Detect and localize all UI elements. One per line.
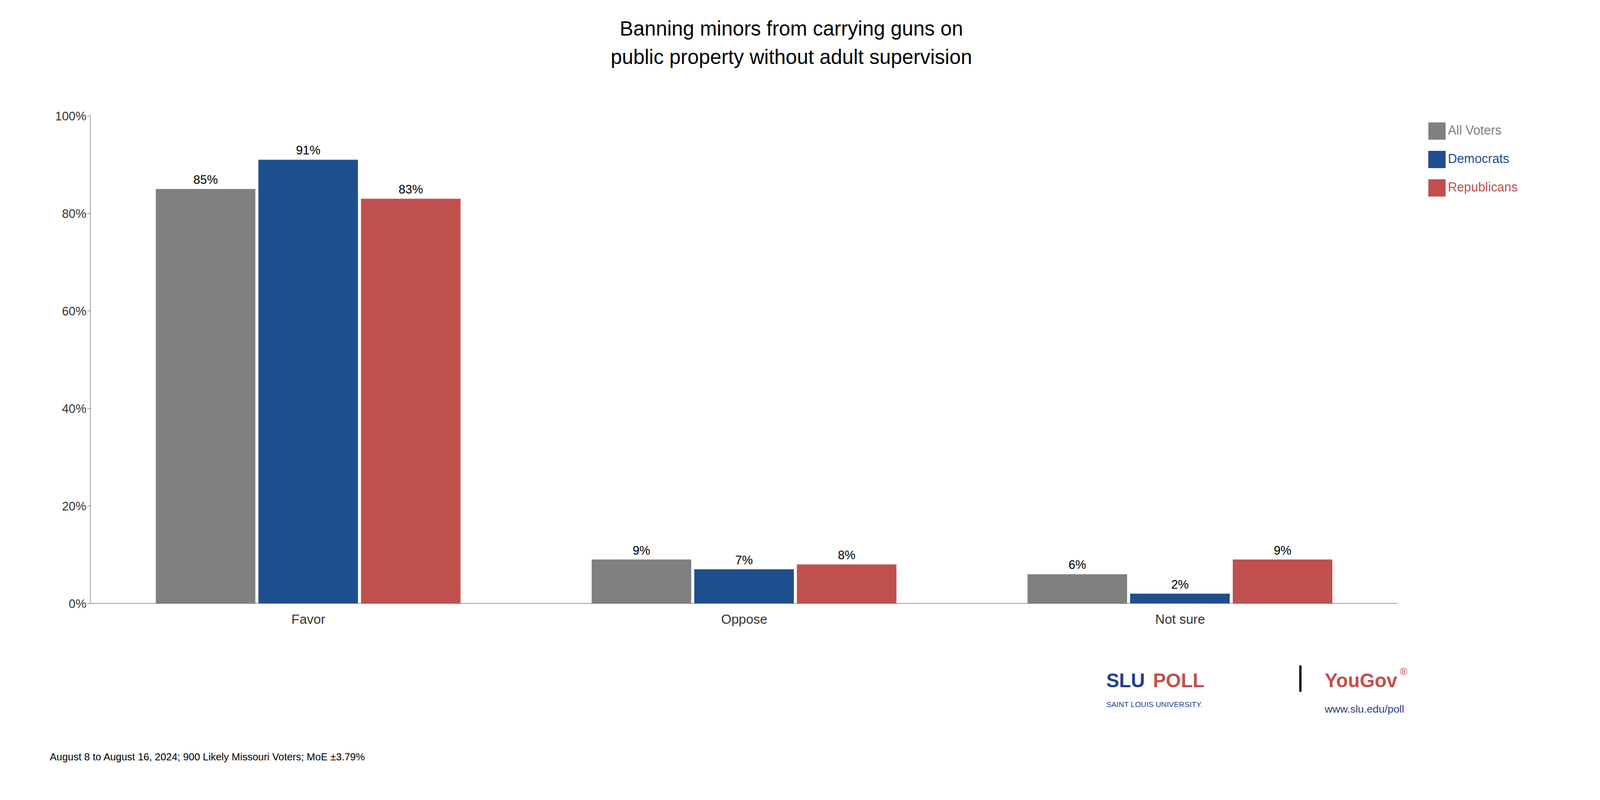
html-text:Banning minors from carrying g: Banning minors from carrying guns on — [619, 17, 963, 40]
svg-text:9%: 9% — [632, 543, 651, 558]
html-text:public property without adult: public property without adult supervisio… — [610, 45, 973, 69]
html-text:Democrats: Democrats — [1447, 151, 1510, 166]
svg-text:20%: 20% — [61, 499, 87, 514]
svg-text:100%: 100% — [55, 109, 87, 123]
html-text:YouGov®: YouGov® — [1324, 665, 1408, 692]
html-text:SAINT LOUIS UNIVERSITY.: SAINT LOUIS UNIVERSITY. — [1106, 699, 1203, 709]
html-text:Republicans: Republicans — [1447, 179, 1518, 195]
html-text:August 8 to August 16, 2024; 9: August 8 to August 16, 2024; 900 Likely … — [49, 751, 365, 763]
svg-text:80%: 80% — [61, 206, 87, 221]
html-text:www.slu.edu/poll: www.slu.edu/poll — [1324, 702, 1405, 715]
svg-text:Oppose: Oppose — [721, 611, 768, 627]
svg-text:6%: 6% — [1068, 557, 1087, 572]
svg-text:85%: 85% — [193, 172, 218, 187]
svg-text:60%: 60% — [61, 304, 87, 318]
svg-text:83%: 83% — [398, 182, 424, 197]
svg-text:0%: 0% — [68, 596, 87, 611]
svg-text:40%: 40% — [61, 401, 87, 416]
svg-text:8%: 8% — [838, 548, 856, 562]
svg-text:91%: 91% — [296, 143, 321, 157]
html-text:All Voters: All Voters — [1447, 122, 1502, 138]
svg-text:2%: 2% — [1171, 577, 1190, 592]
html-text:SLU: SLU — [1106, 669, 1145, 692]
html-text:POLL: POLL — [1153, 669, 1205, 692]
svg-text:7%: 7% — [735, 553, 754, 567]
svg-text:Not sure: Not sure — [1155, 611, 1205, 627]
svg-text:9%: 9% — [1273, 543, 1292, 558]
svg-text:Favor: Favor — [291, 611, 326, 627]
